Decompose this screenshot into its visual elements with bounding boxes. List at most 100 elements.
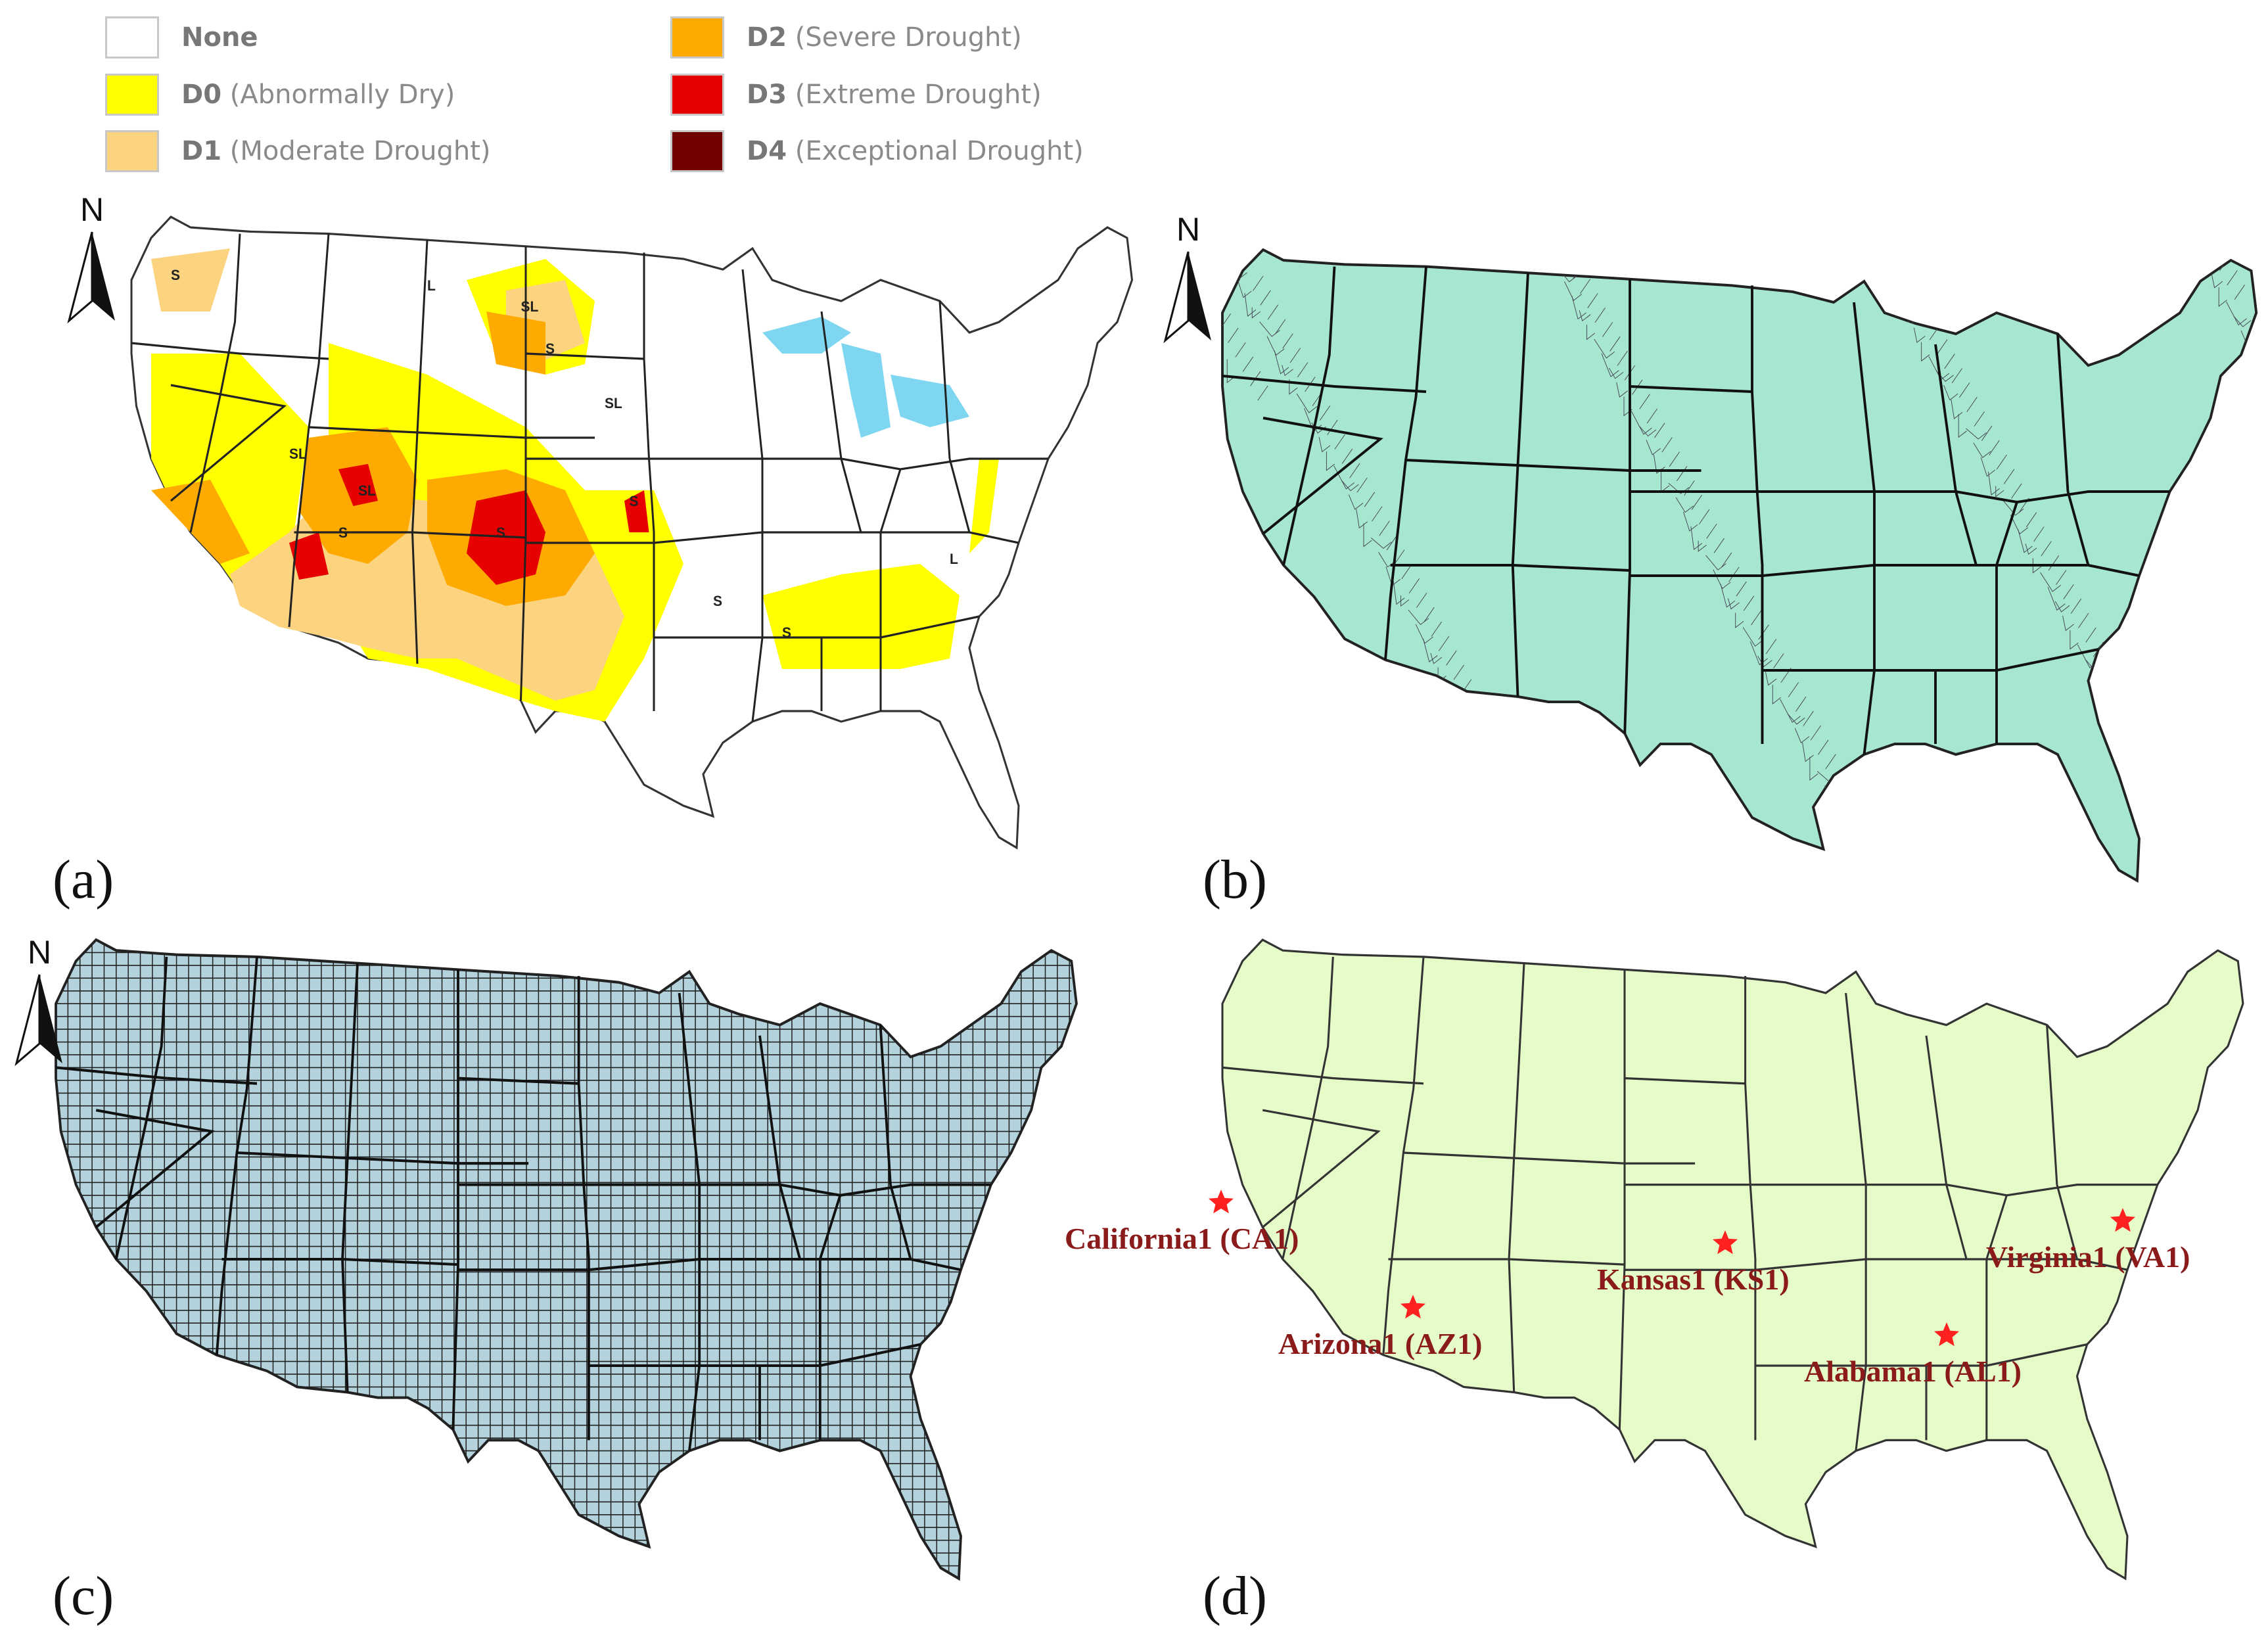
- watershed-boundary: [2129, 745, 2171, 787]
- watershed-boundary: [1400, 595, 1442, 637]
- drought-impact-label: S: [338, 524, 348, 541]
- watershed-boundary: [2196, 270, 2238, 881]
- watershed-boundary: [2002, 500, 2045, 542]
- watershed-boundary: [1742, 627, 1784, 669]
- legend-item-d4: D4 (Exceptional Drought): [670, 130, 1084, 172]
- watershed-boundary: [1579, 310, 1621, 352]
- d0-region: [969, 459, 999, 553]
- legend-label: D1 (Moderate Drought): [181, 136, 491, 166]
- drought-impact-label: SL: [521, 298, 539, 315]
- watershed-boundary: [1705, 555, 1747, 597]
- grid-map: [56, 940, 1076, 1589]
- watershed-boundary: [1318, 436, 1360, 478]
- drought-impact-label: S: [713, 592, 722, 609]
- watershed-boundary: [1222, 287, 2227, 329]
- site-label: Arizona1 (AZ1): [1278, 1327, 1482, 1360]
- north-arrow-icon: [14, 974, 62, 1067]
- watershed-boundary: [1237, 278, 1279, 320]
- watershed-boundary: [1980, 457, 2022, 499]
- watershed-boundary: [1675, 497, 1717, 539]
- watershed-boundary: [2040, 572, 2082, 614]
- watershed-boundary: [1794, 728, 1836, 770]
- watershed-boundary: [1839, 814, 1881, 856]
- watershed-boundary: [1564, 281, 1606, 323]
- legend-swatch: [670, 16, 724, 58]
- watershed-boundary: [1504, 797, 1546, 839]
- panel-label-d: (d): [1203, 1565, 1267, 1627]
- watershed-boundary: [1683, 511, 1724, 553]
- legend-item-d1: D1 (Moderate Drought): [105, 130, 491, 172]
- watershed-boundary: [1259, 321, 1301, 363]
- watershed-boundary: [1460, 710, 1502, 752]
- legend-item-d0: D0 (Abnormally Dry): [105, 74, 455, 116]
- drought-impact-label: S: [496, 524, 505, 541]
- site-markers: California1 (CA1) Arizona1 (AZ1) Kansas1 (…: [1065, 1190, 2190, 1388]
- legend-label: D0 (Abnormally Dry): [181, 80, 455, 110]
- watershed-boundary: [1787, 713, 1829, 755]
- legend-item-d2: D2 (Severe Drought): [670, 16, 1022, 58]
- watershed-boundary: [2047, 586, 2089, 628]
- watershed-boundary: [1631, 411, 1673, 453]
- legend-item-none: None: [105, 16, 258, 58]
- drought-impact-label: S: [545, 340, 555, 357]
- watershed-boundary: [1765, 670, 1807, 712]
- watershed-boundary: [1653, 454, 1695, 496]
- watershed-boundary: [1266, 336, 1308, 378]
- watershed-boundary: [1832, 800, 1874, 842]
- watershed-boundary: [1341, 480, 1383, 522]
- north-label: N: [27, 934, 52, 971]
- drought-impact-label: S: [782, 624, 791, 641]
- d2-region: [486, 312, 545, 375]
- watershed-boundary: [1244, 292, 1286, 335]
- legend-swatch: [670, 74, 724, 116]
- north-arrow-c: N: [13, 933, 66, 1073]
- watershed-boundary: [1423, 638, 1464, 680]
- site-star-icon: [2110, 1208, 2135, 1232]
- watershed-boundary: [1780, 699, 1822, 741]
- watershed-boundary: [1608, 367, 1650, 409]
- site-star-icon: [1713, 1230, 1738, 1255]
- d1-region: [151, 248, 230, 312]
- watershed-boundary: [1519, 825, 1561, 868]
- watershed-boundary: [2159, 802, 2201, 845]
- drought-impact-label: SL: [289, 445, 307, 462]
- watershed-boundary: [1757, 655, 1799, 697]
- watershed-boundary: [1876, 255, 1918, 297]
- watershed-boundary: [1884, 269, 1926, 312]
- watershed-boundary: [2181, 846, 2223, 881]
- watershed-boundary: [1363, 523, 1405, 565]
- watershed-boundary: [1571, 296, 1613, 337]
- legend-label: D3 (Extreme Drought): [747, 80, 1042, 110]
- watershed-boundary: [1995, 486, 2037, 528]
- watershed-boundary: [1348, 494, 1390, 536]
- watershed-boundary: [2121, 731, 2164, 772]
- watershed-boundary: [1720, 584, 1762, 626]
- watershed-boundary: [2018, 529, 2060, 571]
- legend-label: D2 (Severe Drought): [747, 22, 1022, 53]
- panel-label-b: (b): [1203, 849, 1267, 910]
- watershed-map: [1213, 250, 2260, 898]
- drought-impact-label: S: [630, 492, 639, 509]
- d3-region: [289, 532, 329, 580]
- legend-label: D4 (Exceptional Drought): [747, 136, 1084, 166]
- watershed-boundary: [1222, 273, 2223, 315]
- watershed-boundary: [1958, 414, 2000, 455]
- watershed-boundary: [1646, 440, 1688, 482]
- watershed-boundary: [1824, 785, 1866, 827]
- watershed-boundary: [1326, 451, 1368, 493]
- watershed-boundary: [1296, 393, 1338, 435]
- watershed-boundary: [1393, 581, 1435, 622]
- watershed-boundary: [1228, 301, 2247, 343]
- north-arrow-icon: [67, 231, 115, 324]
- watershed-boundary: [1489, 768, 1531, 810]
- watershed-boundary: [1638, 425, 1680, 467]
- legend-swatch: [105, 74, 159, 116]
- watershed-boundary: [1497, 782, 1539, 824]
- watershed-boundary: [1921, 342, 1962, 384]
- site-label: California1 (CA1): [1065, 1222, 1299, 1255]
- north-arrow-b: N: [1162, 210, 1215, 350]
- drought-impact-label: SL: [358, 482, 376, 499]
- watershed-boundary: [2137, 760, 2179, 801]
- watershed-boundary: [2144, 774, 2186, 816]
